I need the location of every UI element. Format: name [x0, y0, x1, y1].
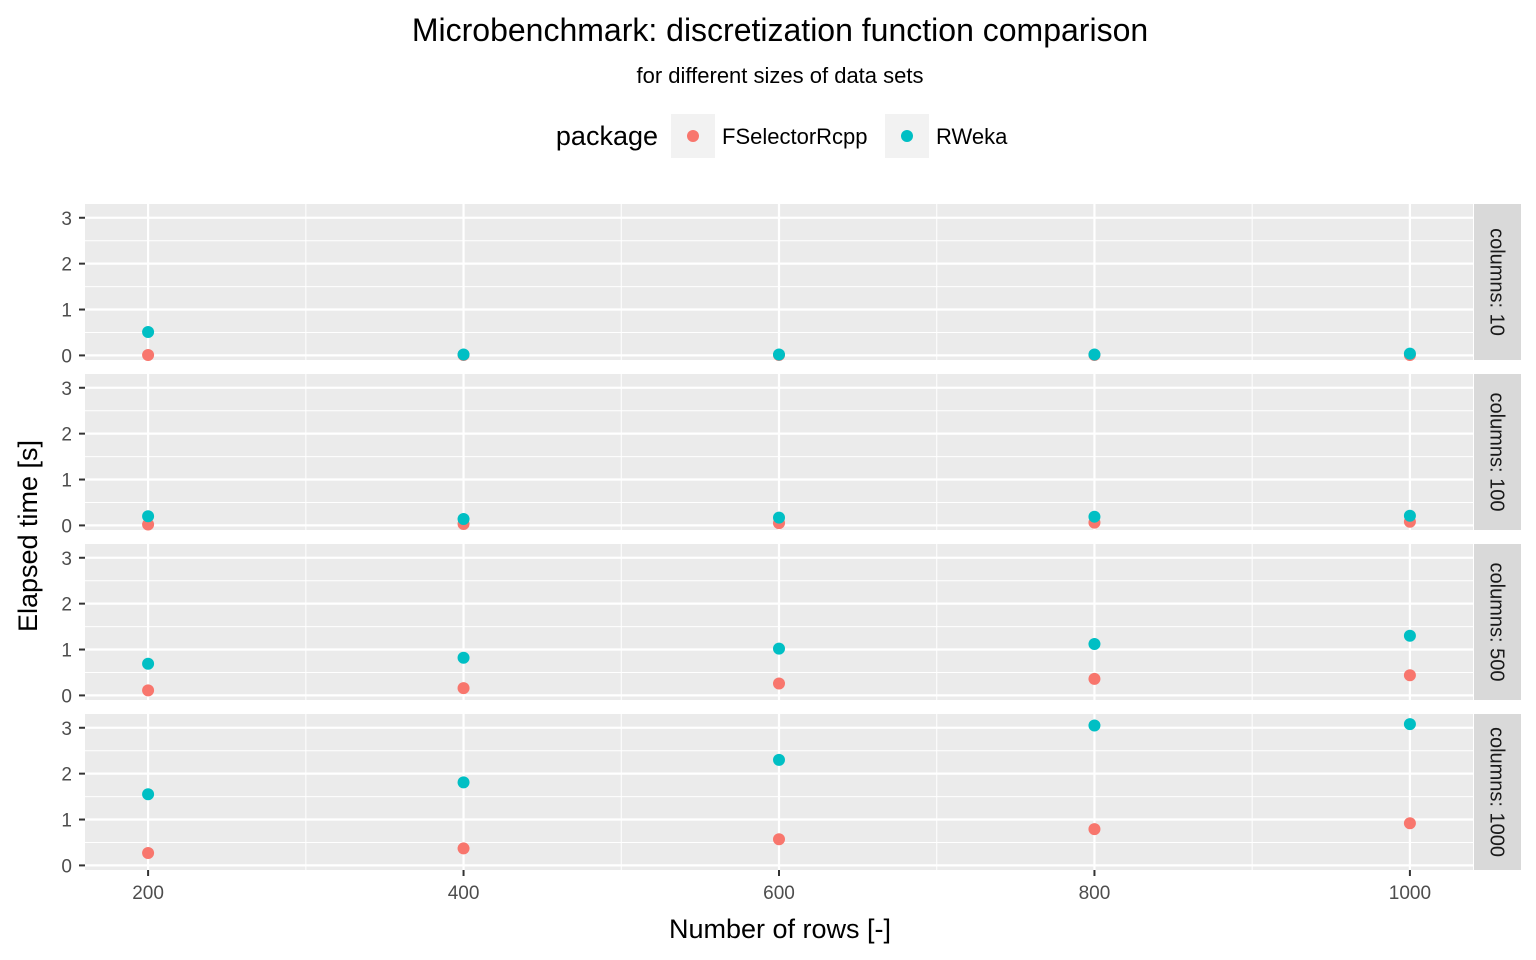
- y-tick-label: 1: [61, 811, 72, 832]
- y-tick-label: 2: [61, 765, 72, 786]
- data-point-fselectorrcpp: [142, 684, 155, 697]
- data-point-rweka: [457, 776, 470, 789]
- data-point-fselectorrcpp: [773, 833, 785, 846]
- legend: package FSelectorRcpp RWeka: [556, 114, 1008, 158]
- y-tick-label: 2: [61, 255, 72, 276]
- y-tick-label: 0: [61, 516, 72, 537]
- data-point-fselectorrcpp: [457, 682, 470, 695]
- data-point-rweka: [142, 510, 155, 523]
- y-tick-label: 0: [61, 686, 72, 707]
- data-point-rweka: [457, 512, 470, 525]
- chart-title: Microbenchmark: discretization function …: [412, 12, 1148, 48]
- facet-strip-label: columns: 10: [1486, 228, 1508, 336]
- y-tick-label: 2: [61, 425, 72, 446]
- data-point-fselectorrcpp: [773, 677, 785, 690]
- x-tick-label: 800: [1079, 883, 1111, 904]
- data-point-rweka: [1403, 718, 1416, 731]
- legend-title: package: [556, 121, 658, 151]
- y-tick-label: 1: [61, 471, 72, 492]
- facet-strip: [1474, 374, 1521, 530]
- data-point-rweka: [142, 657, 155, 670]
- facet-panel: 0 1 2 3 columns: 500: [61, 544, 1521, 707]
- y-tick-label: 0: [61, 346, 72, 367]
- data-point-rweka: [457, 348, 470, 361]
- data-point-fselectorrcpp: [1403, 669, 1416, 682]
- data-point-rweka: [773, 642, 785, 655]
- data-point-rweka: [1403, 629, 1416, 642]
- data-point-rweka: [773, 511, 785, 524]
- data-point-fselectorrcpp: [1088, 672, 1101, 685]
- y-tick-label: 3: [61, 549, 72, 570]
- x-axis: 200 400 600 800 1000: [132, 870, 1431, 904]
- facet-strip-label: columns: 1000: [1486, 727, 1508, 857]
- legend-marker-rweka: [901, 130, 913, 142]
- data-point-rweka: [773, 753, 785, 766]
- y-tick-label: 3: [61, 379, 72, 400]
- data-point-rweka: [773, 348, 785, 361]
- facet-strip: [1474, 544, 1521, 700]
- data-point-rweka: [142, 788, 155, 801]
- data-point-rweka: [1403, 347, 1416, 360]
- data-point-fselectorrcpp: [142, 518, 155, 531]
- facet-panel: 0 1 2 3 columns: 10: [61, 204, 1521, 367]
- data-point-fselectorrcpp: [142, 348, 155, 361]
- data-point-fselectorrcpp: [1088, 823, 1101, 836]
- facet-strip-label: columns: 500: [1486, 563, 1508, 682]
- facet-strip: [1474, 204, 1521, 360]
- facet-panel: 0 1 2 3 columns: 100: [61, 374, 1521, 537]
- facet-strip: [1474, 714, 1521, 870]
- chart-subtitle: for different sizes of data sets: [637, 63, 924, 88]
- data-point-rweka: [1403, 509, 1416, 522]
- data-point-fselectorrcpp: [457, 842, 470, 855]
- y-axis-label: Elapsed time [s]: [13, 440, 43, 632]
- facet-strip-label: columns: 100: [1486, 393, 1508, 512]
- y-tick-label: 1: [61, 641, 72, 662]
- y-tick-label: 3: [61, 719, 72, 740]
- legend-label-rweka: RWeka: [936, 124, 1008, 149]
- x-tick-label: 600: [763, 883, 795, 904]
- data-point-fselectorrcpp: [142, 847, 155, 860]
- y-tick-label: 3: [61, 209, 72, 230]
- data-point-rweka: [1088, 638, 1101, 651]
- legend-marker-fselectorrcpp: [687, 130, 699, 142]
- data-point-rweka: [457, 651, 470, 664]
- x-tick-label: 400: [448, 883, 480, 904]
- y-tick-label: 2: [61, 595, 72, 616]
- y-tick-label: 1: [61, 301, 72, 322]
- data-point-rweka: [1088, 348, 1101, 361]
- legend-label-fselectorrcpp: FSelectorRcpp: [722, 124, 868, 149]
- data-point-rweka: [142, 326, 155, 339]
- x-tick-label: 1000: [1389, 883, 1431, 904]
- x-tick-label: 200: [132, 883, 164, 904]
- y-tick-label: 0: [61, 856, 72, 877]
- facet-panel: 0 1 2 3 columns: 1000: [61, 714, 1521, 877]
- data-point-rweka: [1088, 719, 1101, 732]
- data-point-fselectorrcpp: [1403, 817, 1416, 830]
- x-axis-label: Number of rows [-]: [669, 914, 891, 944]
- data-point-rweka: [1088, 510, 1101, 523]
